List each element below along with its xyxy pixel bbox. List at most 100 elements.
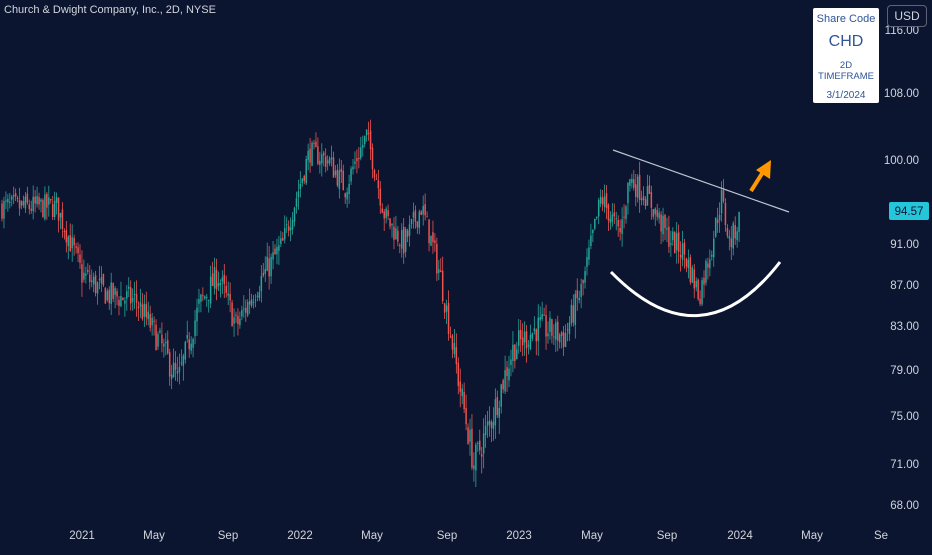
candle xyxy=(613,203,616,225)
candle-body xyxy=(309,148,311,163)
cup-curve[interactable] xyxy=(609,261,782,317)
candle xyxy=(701,277,703,306)
candle-body xyxy=(523,331,526,343)
candle-body xyxy=(145,304,148,318)
candle-body xyxy=(605,193,608,209)
candle xyxy=(391,223,393,238)
candle xyxy=(570,299,573,327)
candle xyxy=(139,288,142,318)
candle xyxy=(611,203,614,227)
candle xyxy=(262,263,265,278)
candle xyxy=(527,340,530,355)
candle-body xyxy=(147,311,149,320)
candle xyxy=(543,307,545,316)
candle-body xyxy=(506,367,508,377)
candle xyxy=(287,220,290,237)
candle xyxy=(24,192,27,213)
candle-body xyxy=(221,277,224,282)
candle xyxy=(301,178,304,187)
candle xyxy=(381,203,383,214)
candle-body xyxy=(588,247,590,260)
candle xyxy=(635,174,637,207)
price-axis[interactable]: 68.00 71.00 75.00 79.00 83.00 87.00 91.00 100.0… xyxy=(884,25,919,512)
candle xyxy=(313,139,315,150)
up-arrow-icon[interactable] xyxy=(749,160,771,193)
candle-body xyxy=(555,322,557,340)
candle xyxy=(362,135,364,157)
candle-body xyxy=(219,283,222,285)
candle xyxy=(184,340,187,364)
candle xyxy=(666,217,668,243)
candle xyxy=(53,191,56,221)
candle-body xyxy=(315,141,317,148)
candle-body xyxy=(547,333,549,337)
candle xyxy=(22,195,25,208)
candle-body xyxy=(112,283,114,299)
candle-body xyxy=(348,184,350,195)
descending-trendline[interactable] xyxy=(612,149,790,213)
candle xyxy=(128,277,130,297)
candle-body xyxy=(574,293,577,325)
candle xyxy=(533,316,536,335)
candle xyxy=(219,279,222,298)
candle xyxy=(365,129,368,142)
candle-body xyxy=(638,174,641,200)
candle xyxy=(453,329,456,358)
candle-body xyxy=(691,267,694,283)
candle-body xyxy=(83,272,85,280)
candle-body xyxy=(490,421,493,428)
candle-body xyxy=(246,302,249,316)
candle xyxy=(324,148,327,173)
candle-body xyxy=(207,299,210,301)
candle xyxy=(615,211,617,231)
candle xyxy=(662,207,664,242)
candle xyxy=(471,414,473,471)
candle-body xyxy=(436,243,438,274)
candle xyxy=(668,215,670,253)
candle-body xyxy=(96,282,99,294)
currency-selector[interactable]: USD xyxy=(887,5,927,27)
candle xyxy=(126,285,128,311)
candle-body xyxy=(414,210,417,222)
candle-body xyxy=(635,184,637,197)
candle xyxy=(11,194,13,207)
candle-body xyxy=(498,407,500,418)
candle-body xyxy=(601,197,604,205)
candle xyxy=(486,410,489,438)
candle xyxy=(336,164,339,188)
candle xyxy=(402,218,405,264)
candle xyxy=(557,315,559,352)
candle-body xyxy=(416,221,419,228)
candle xyxy=(250,293,253,308)
candle xyxy=(463,382,465,413)
candle xyxy=(299,171,302,198)
candle-body xyxy=(410,218,413,225)
candle xyxy=(564,324,567,348)
candle xyxy=(151,312,153,336)
candle xyxy=(389,218,391,230)
candle xyxy=(428,219,430,252)
candle xyxy=(711,250,713,261)
candle-body xyxy=(30,208,32,211)
candle xyxy=(221,270,224,294)
candle-body xyxy=(525,331,528,349)
time-axis[interactable]: 2021 May Sep 2022 May Sep 2023 May Sep 2024 May Se xyxy=(69,530,888,542)
candle xyxy=(451,334,454,359)
candle xyxy=(553,324,555,346)
candle xyxy=(1,199,3,222)
candle xyxy=(475,442,477,487)
candle-body xyxy=(677,232,680,252)
candle xyxy=(656,203,658,221)
candle-body xyxy=(566,329,569,331)
candle-body xyxy=(518,330,520,346)
candle-body xyxy=(652,209,655,217)
candle-body xyxy=(728,236,731,239)
candle-body xyxy=(321,154,323,164)
candles-layer xyxy=(1,119,740,487)
candle xyxy=(215,258,218,301)
candle-body xyxy=(646,186,649,206)
share-code-value: CHD xyxy=(828,33,864,50)
candle xyxy=(401,223,403,258)
